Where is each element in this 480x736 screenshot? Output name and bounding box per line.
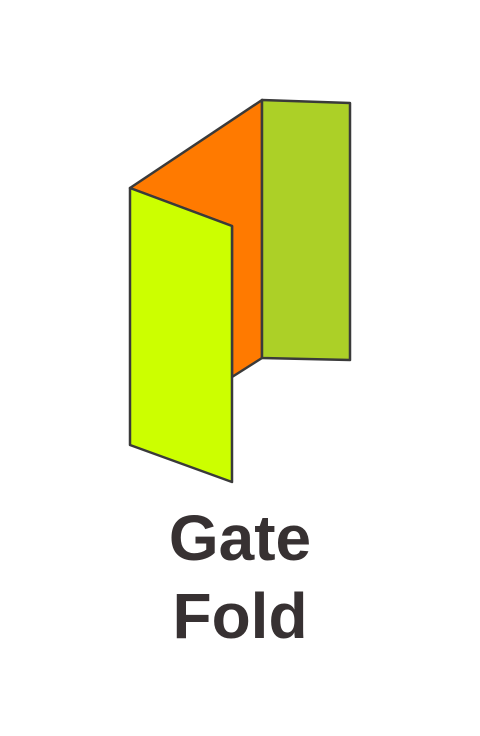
right-panel [260,98,352,362]
caption-line-gate: Gate [168,502,312,574]
gate-fold-illustration [128,98,352,484]
caption-line-fold: Fold [172,580,308,652]
left-panel [128,186,234,484]
